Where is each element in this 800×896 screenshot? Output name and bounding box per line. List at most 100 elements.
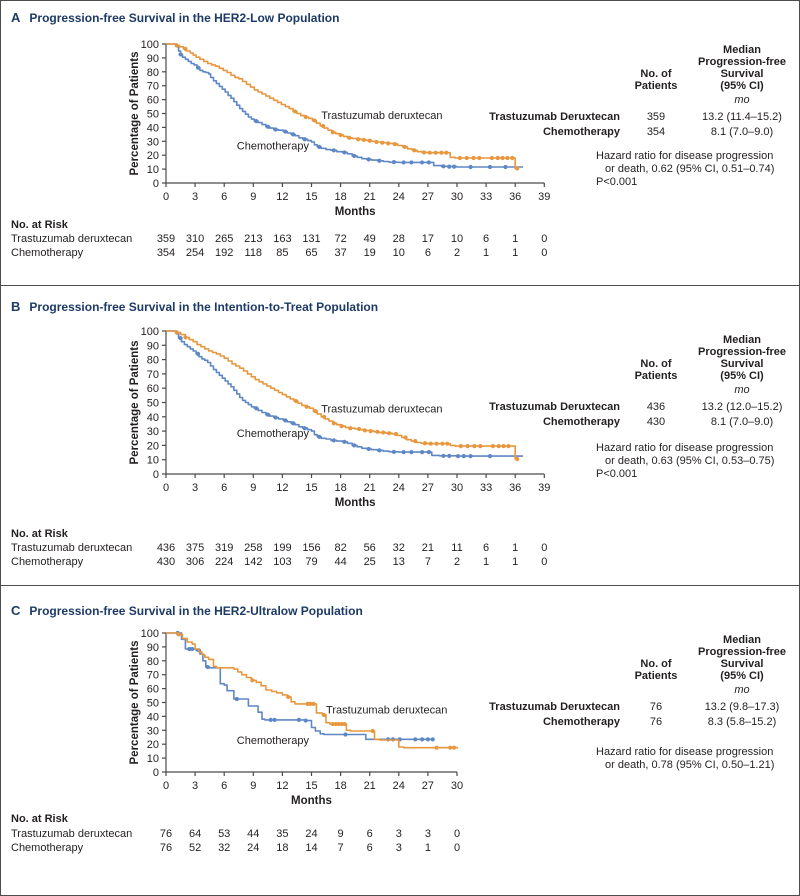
risk-row-label: Chemotherapy (11, 842, 84, 854)
x-tick-label: 39 (538, 191, 550, 203)
stats-header-row: No. of Patients Median Progression-free … (456, 334, 798, 382)
censor-mark (427, 150, 432, 155)
risk-value: 6 (367, 842, 373, 854)
censor-mark (331, 438, 336, 443)
risk-value: 1 (483, 247, 489, 259)
risk-value: 430 (157, 556, 175, 568)
x-tick-label: 30 (451, 191, 463, 203)
censor-mark (331, 421, 336, 426)
risk-value: 32 (218, 842, 230, 854)
censor-mark (421, 150, 427, 155)
censor-mark (352, 153, 357, 158)
censor-mark (496, 444, 501, 449)
censor-mark (321, 123, 326, 129)
censor-mark (501, 444, 506, 449)
censor-mark (296, 717, 301, 722)
censor-mark (377, 448, 382, 453)
hazard-ratio-note: Hazard ratio for disease progression or … (456, 150, 798, 189)
x-tick-label: 6 (221, 482, 227, 494)
risk-value: 7 (425, 556, 431, 568)
risk-value: 28 (393, 233, 405, 245)
unit-label: mo (734, 94, 750, 106)
risk-value: 1 (512, 556, 518, 568)
censor-mark (381, 430, 386, 435)
censor-mark (254, 119, 259, 124)
y-tick-label: 80 (147, 656, 159, 668)
curve-label: Trastuzumab deruxtecan (321, 404, 442, 416)
censor-mark (468, 454, 473, 459)
summary-stats: No. of Patients Median Progression-free … (456, 634, 798, 772)
risk-value: 2 (454, 247, 460, 259)
y-tick-label: 90 (147, 642, 159, 654)
x-tick-label: 27 (422, 482, 434, 494)
censor-mark (302, 426, 307, 431)
y-tick-label: 70 (147, 81, 159, 93)
risk-value: 6 (483, 542, 489, 554)
censor-mark (490, 444, 495, 449)
x-tick-label: 39 (538, 482, 550, 494)
n-patients: 76 (649, 716, 663, 728)
n-patients: 430 (646, 416, 666, 428)
censor-mark (458, 444, 463, 449)
censor-mark (366, 157, 371, 162)
y-tick-label: 50 (147, 698, 159, 710)
censor-mark (342, 150, 347, 155)
treatment-name: Trastuzumab Deruxtecan (489, 111, 620, 123)
x-tick-label: 36 (509, 191, 521, 203)
censor-mark (268, 717, 273, 722)
censor-mark (361, 137, 366, 143)
y-tick-label: 60 (147, 95, 159, 107)
risk-value: 44 (334, 556, 346, 568)
panel-letter: A (11, 10, 21, 25)
panel-letter: C (11, 603, 21, 618)
median-value: 13.2 (9.8–17.3) (704, 701, 780, 713)
censor-mark (447, 164, 452, 169)
risk-value: 0 (454, 842, 460, 854)
censor-mark (273, 415, 278, 420)
censor-mark (425, 737, 430, 742)
censor-mark (174, 330, 179, 335)
risk-value: 0 (541, 247, 547, 259)
risk-value: 1 (425, 842, 431, 854)
y-tick-label: 30 (147, 426, 159, 438)
median-col-header: Median Progression-free Survival (95% CI… (697, 44, 787, 92)
risk-value: 7 (338, 842, 344, 854)
risk-value: 9 (338, 828, 344, 840)
censor-mark (478, 444, 483, 449)
risk-value: 354 (157, 247, 175, 259)
risk-value: 310 (186, 233, 204, 245)
y-tick-label: 50 (147, 398, 159, 410)
curve-label: Chemotherapy (237, 735, 310, 747)
x-tick-label: 21 (364, 191, 376, 203)
censor-mark (433, 150, 438, 155)
x-tick-label: 6 (221, 191, 227, 203)
censor-mark (401, 160, 406, 165)
censor-mark (386, 141, 391, 146)
risk-value: 1 (512, 233, 518, 245)
risk-value: 56 (364, 542, 376, 554)
censor-mark (347, 135, 352, 140)
risk-value: 6 (425, 247, 431, 259)
stats-row-tdxd: Trastuzumab Deruxtecan 76 13.2 (9.8–17.3… (456, 700, 798, 715)
km-curve-tdxd (166, 330, 519, 460)
censor-mark (392, 141, 398, 147)
y-axis-title: Percentage of Patients (129, 641, 141, 765)
y-tick-label: 0 (153, 178, 159, 190)
censor-mark (234, 696, 239, 702)
risk-value: 52 (189, 842, 201, 854)
censor-mark (317, 144, 322, 149)
censor-mark (413, 737, 418, 742)
risk-value: 82 (334, 542, 346, 554)
n-patients: 76 (649, 701, 663, 713)
censor-mark (343, 732, 348, 737)
censor-mark (477, 155, 482, 161)
risk-value: 79 (305, 556, 317, 568)
n-patients: 354 (646, 126, 666, 138)
x-tick-label: 30 (451, 780, 463, 792)
unit-label: mo (734, 684, 750, 696)
treatment-name: Chemotherapy (542, 416, 620, 428)
hazard-line-1: Hazard ratio for disease progression (596, 746, 774, 758)
censor-mark (356, 426, 362, 432)
